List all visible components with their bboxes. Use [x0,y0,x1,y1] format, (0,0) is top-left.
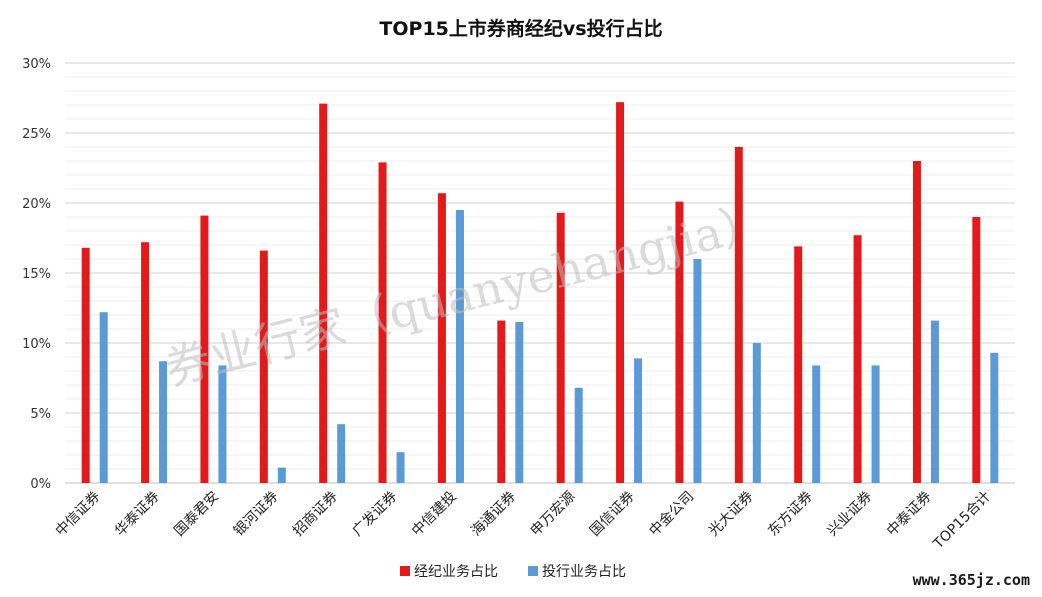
x-tick-label: 东方证券 [765,489,816,540]
legend-label-ib: 投行业务占比 [542,564,626,580]
bar-ib-14 [930,320,939,483]
footer-watermark: www.365jz.com [912,571,1030,589]
bar-brokerage-11 [734,147,743,483]
bar-brokerage-12 [794,246,803,483]
bar-brokerage-5 [378,162,387,483]
bar-ib-9 [634,358,643,483]
bar-brokerage-2 [200,215,209,483]
x-tick-label: 国信证券 [587,489,638,540]
bar-ib-10 [693,259,702,483]
bar-brokerage-6 [437,193,446,483]
x-tick-label: 广发证券 [349,489,400,540]
x-tick-label: 华泰证券 [112,489,163,540]
bar-ib-13 [871,365,880,483]
y-tick-label: 20% [22,197,51,212]
bar-ib-3 [277,467,286,483]
chart-title: TOP15上市券商经纪vs投行占比 [379,18,663,40]
legend-swatch-brokerage [400,566,410,576]
x-tick-label: 中信建投 [409,489,460,540]
legend-swatch-ib [528,566,538,576]
bar-brokerage-14 [912,161,921,483]
bar-ib-1 [159,361,168,483]
bar-brokerage-15 [972,217,981,483]
y-tick-label: 30% [22,57,51,72]
bar-ib-4 [337,424,346,483]
x-tick-label: 海通证券 [468,489,519,540]
x-tick-label: 国泰君安 [171,489,222,540]
x-tick-label: 招商证券 [290,489,341,540]
y-tick-label: 10% [22,337,51,352]
x-tick-label: 中金公司 [646,489,697,540]
x-tick-label: 申万宏源 [528,489,579,540]
bar-ib-11 [752,343,761,483]
x-tick-label: 兴业证券 [824,489,875,540]
x-tick-label: TOP15合计 [930,489,994,553]
bar-brokerage-13 [853,235,862,483]
legend-label-brokerage: 经纪业务占比 [414,564,498,580]
bar-brokerage-4 [319,103,328,483]
bar-brokerage-7 [497,320,506,483]
bar-brokerage-8 [556,212,565,484]
y-tick-label: 5% [30,407,51,422]
bar-ib-15 [990,352,999,483]
bar-ib-0 [99,312,108,483]
x-tick-label: 中泰证券 [884,489,935,540]
bar-brokerage-1 [141,242,150,483]
bar-ib-12 [812,365,821,483]
bar-brokerage-9 [616,102,625,483]
bar-ib-7 [515,322,524,483]
y-tick-label: 0% [30,477,51,492]
bar-ib-2 [218,365,227,483]
bar-ib-6 [455,210,464,483]
bar-brokerage-0 [81,247,90,483]
y-tick-label: 25% [22,127,51,142]
x-tick-label: 银河证券 [231,489,282,540]
bar-brokerage-3 [259,250,268,483]
bar-ib-8 [574,387,583,483]
y-tick-label: 15% [22,267,51,282]
bar-ib-5 [396,452,405,483]
x-tick-label: 光大证券 [706,489,757,540]
bar-brokerage-10 [675,201,684,483]
x-tick-label: 中信证券 [53,489,104,540]
